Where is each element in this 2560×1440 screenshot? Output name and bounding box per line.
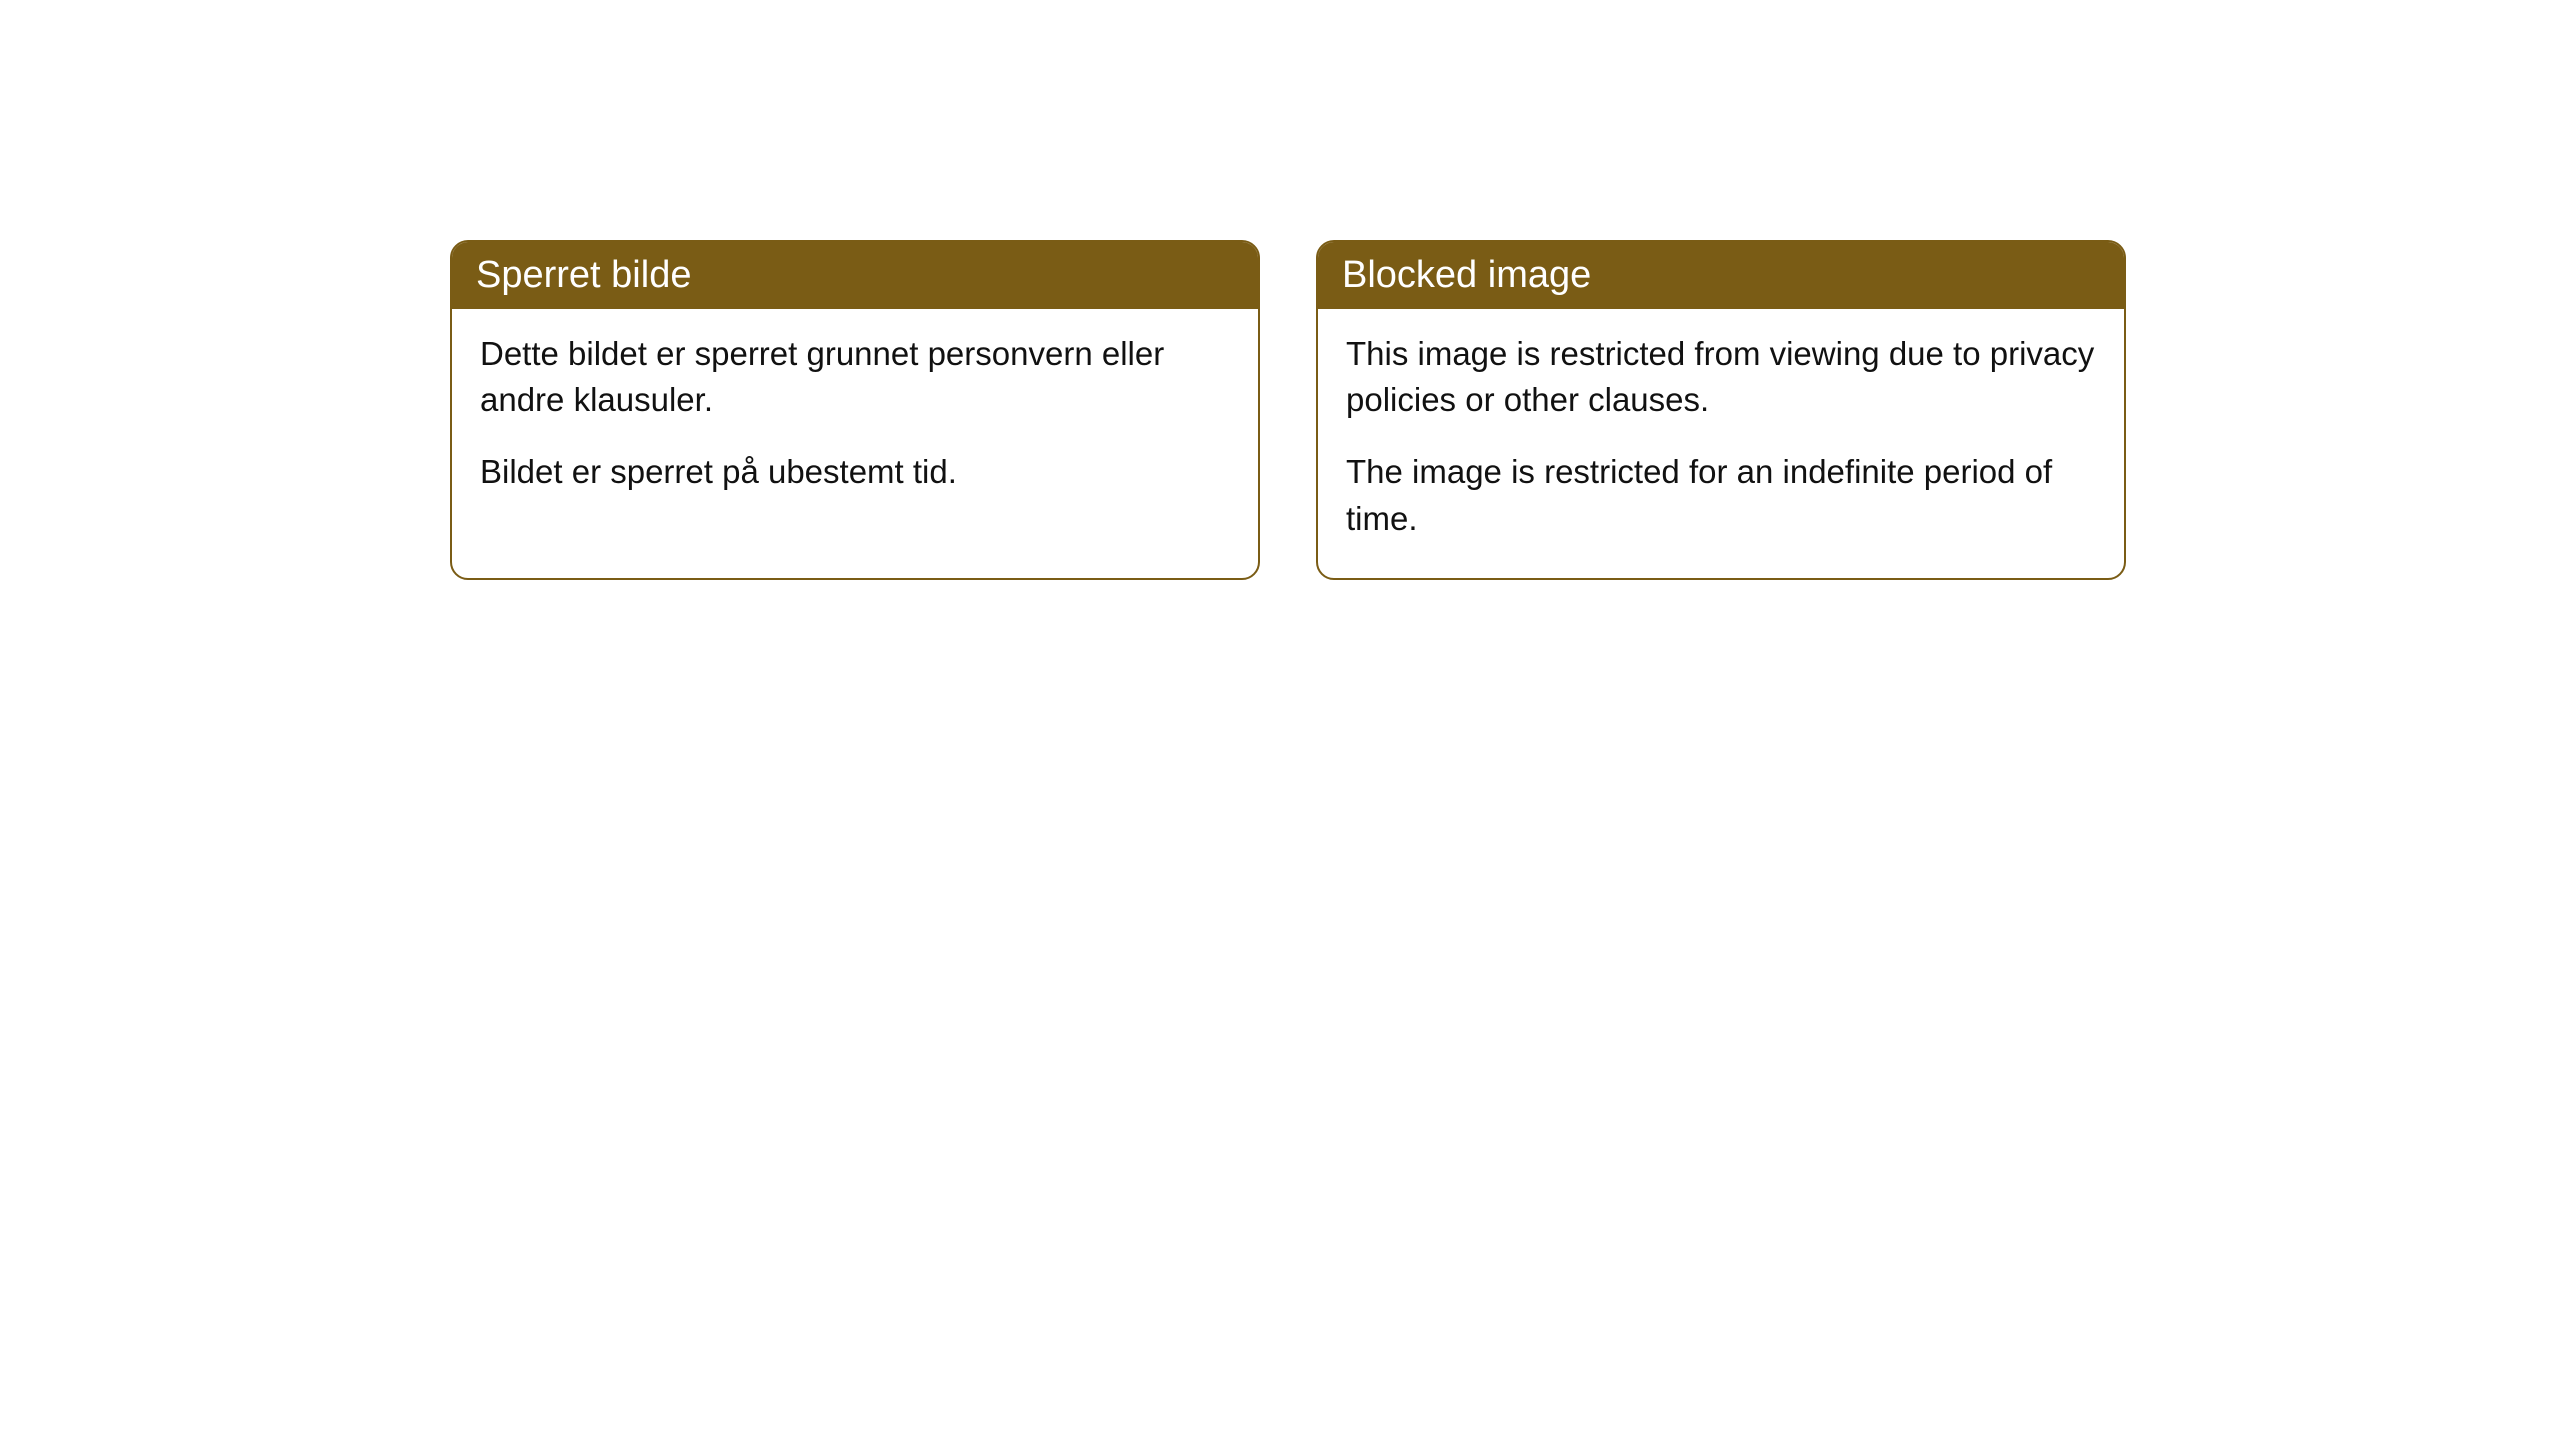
card-header-norwegian: Sperret bilde — [452, 242, 1258, 309]
card-header-english: Blocked image — [1318, 242, 2124, 309]
card-english: Blocked image This image is restricted f… — [1316, 240, 2126, 580]
cards-container: Sperret bilde Dette bildet er sperret gr… — [450, 240, 2126, 580]
card-paragraph: Bildet er sperret på ubestemt tid. — [480, 449, 1230, 495]
card-body-english: This image is restricted from viewing du… — [1318, 309, 2124, 578]
card-title: Blocked image — [1342, 254, 1591, 296]
card-paragraph: This image is restricted from viewing du… — [1346, 331, 2096, 423]
card-body-norwegian: Dette bildet er sperret grunnet personve… — [452, 309, 1258, 532]
card-paragraph: The image is restricted for an indefinit… — [1346, 449, 2096, 541]
card-paragraph: Dette bildet er sperret grunnet personve… — [480, 331, 1230, 423]
card-norwegian: Sperret bilde Dette bildet er sperret gr… — [450, 240, 1260, 580]
card-title: Sperret bilde — [476, 254, 691, 296]
